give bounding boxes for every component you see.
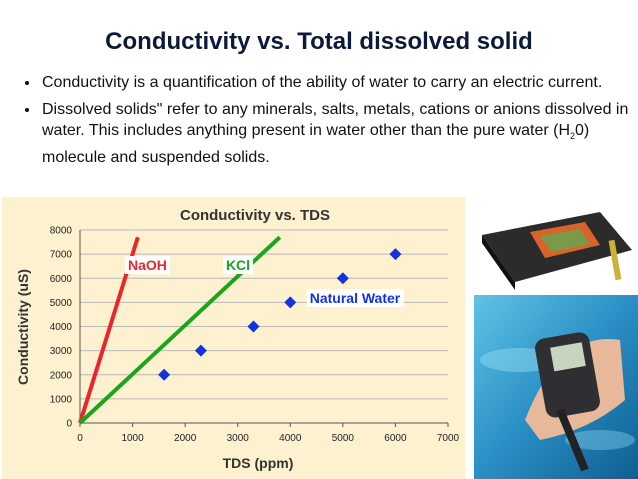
bullet-list: Conductivity is a quantification of the … bbox=[8, 72, 638, 174]
bullet-text: Dissolved solids" refer to any minerals,… bbox=[42, 101, 629, 139]
x-tick-label: 3000 bbox=[227, 433, 250, 444]
data-point bbox=[336, 272, 349, 285]
y-tick-label: 3000 bbox=[50, 346, 73, 357]
y-tick-label: 1000 bbox=[50, 394, 73, 405]
series-label-box bbox=[222, 256, 254, 274]
data-point bbox=[389, 248, 402, 261]
x-tick-label: 7000 bbox=[437, 433, 460, 444]
x-tick-label: 0 bbox=[77, 433, 83, 444]
data-point bbox=[247, 320, 260, 333]
y-tick-label: 4000 bbox=[50, 322, 73, 333]
bullet-text: Conductivity is a quantification of the … bbox=[42, 74, 603, 91]
data-point bbox=[284, 296, 297, 309]
chart-title: Conductivity vs. TDS bbox=[180, 207, 330, 224]
series-label: NaOH bbox=[128, 257, 167, 273]
photo-bench-meter bbox=[470, 195, 638, 291]
data-point bbox=[194, 344, 207, 357]
y-tick-label: 2000 bbox=[50, 370, 73, 381]
slide-title: Conductivity vs. Total dissolved solid bbox=[105, 28, 533, 55]
y-tick-label: 7000 bbox=[50, 250, 73, 261]
series-label-box bbox=[306, 289, 404, 307]
series-label: Natural Water bbox=[310, 290, 401, 306]
photo-handheld-meter bbox=[474, 295, 638, 479]
bullet-text: 0) molecule and suspended solids. bbox=[42, 122, 590, 167]
y-tick-label: 0 bbox=[66, 419, 72, 430]
x-tick-label: 4000 bbox=[279, 433, 302, 444]
bullet: Conductivity is a quantification of the … bbox=[40, 72, 638, 93]
bullet: Dissolved solids" refer to any minerals,… bbox=[40, 99, 638, 168]
series-label-box bbox=[125, 256, 170, 274]
y-tick-label: 5000 bbox=[50, 298, 73, 309]
x-axis-label: TDS (ppm) bbox=[223, 455, 294, 471]
data-point bbox=[158, 368, 171, 381]
x-tick-label: 5000 bbox=[332, 433, 355, 444]
y-tick-label: 8000 bbox=[50, 226, 73, 237]
y-axis-label: Conductivity (uS) bbox=[15, 269, 31, 385]
series-label: KCl bbox=[226, 257, 250, 273]
x-tick-label: 6000 bbox=[384, 433, 407, 444]
x-tick-label: 1000 bbox=[121, 433, 144, 444]
subscript: 2 bbox=[570, 131, 576, 142]
x-tick-label: 2000 bbox=[174, 433, 197, 444]
y-tick-label: 6000 bbox=[50, 274, 73, 285]
